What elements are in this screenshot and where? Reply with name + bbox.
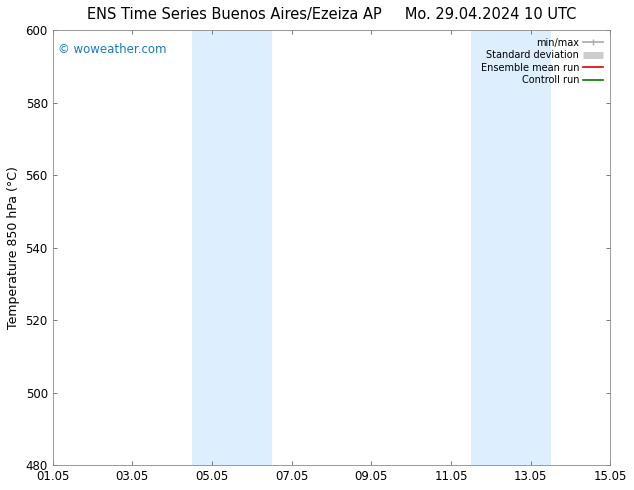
Legend: min/max, Standard deviation, Ensemble mean run, Controll run: min/max, Standard deviation, Ensemble me… (478, 35, 605, 88)
Bar (471, 30, 550, 465)
Y-axis label: Temperature 850 hPa (°C): Temperature 850 hPa (°C) (7, 166, 20, 329)
Text: © woweather.com: © woweather.com (58, 43, 167, 56)
Title: ENS Time Series Buenos Aires/Ezeiza AP     Mo. 29.04.2024 10 UTC: ENS Time Series Buenos Aires/Ezeiza AP M… (87, 7, 576, 22)
Bar (192, 30, 272, 465)
